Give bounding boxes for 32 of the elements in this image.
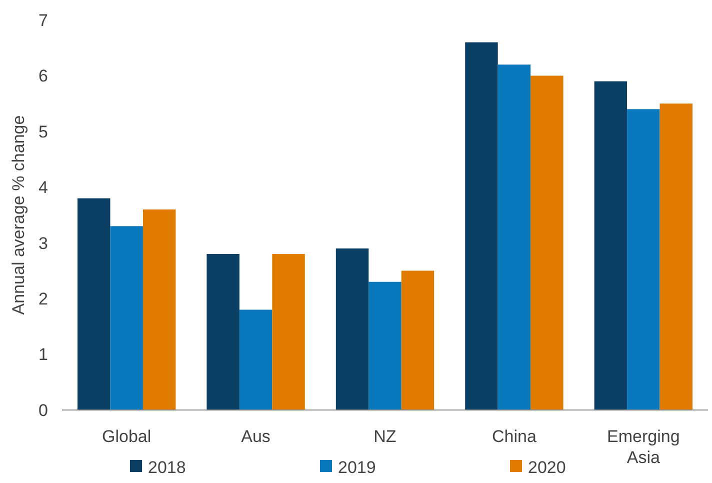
x-tick-label: Global [102, 427, 152, 446]
y-tick-label: 0 [38, 400, 48, 420]
legend-label: 2019 [338, 458, 376, 477]
bar [401, 270, 434, 410]
bar [110, 226, 143, 410]
legend-label: 2020 [528, 458, 566, 477]
bar [660, 104, 692, 410]
bar [239, 310, 272, 410]
x-tick-label: Aus [241, 427, 270, 446]
legend-label: 2018 [148, 458, 186, 477]
x-tick-label: China [492, 427, 537, 446]
bar [142, 209, 176, 410]
bar [498, 64, 531, 410]
y-tick-label: 1 [38, 345, 48, 364]
y-tick-label: 3 [38, 234, 48, 253]
bar [530, 76, 564, 410]
bar [206, 254, 240, 410]
bar [627, 109, 660, 410]
y-tick-label: 5 [38, 122, 48, 142]
bar [78, 198, 110, 410]
bar [465, 42, 498, 410]
bar [594, 81, 628, 410]
y-tick-label: 2 [38, 290, 48, 309]
bar [272, 254, 305, 410]
y-tick-label: 4 [38, 178, 48, 198]
bar [336, 248, 369, 410]
y-tick-label: 6 [38, 66, 48, 86]
x-tick-label: NZ [374, 427, 396, 446]
x-tick-label: Emerging Asia [607, 427, 680, 467]
y-tick-label: 7 [38, 10, 48, 30]
bar [368, 282, 402, 410]
y-axis-title: Annual average % change [9, 115, 28, 315]
